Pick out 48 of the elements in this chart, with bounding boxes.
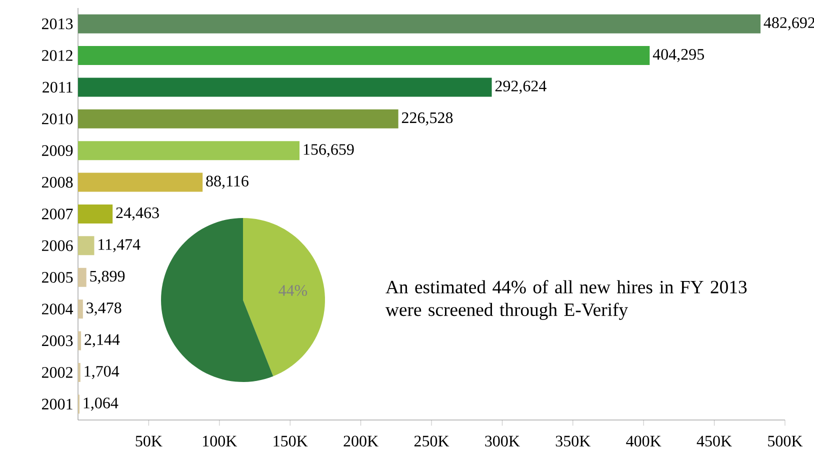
y-tick-label: 2002	[42, 367, 72, 378]
x-tick-label: 300K	[485, 436, 520, 447]
bar	[78, 236, 94, 256]
bar	[78, 14, 761, 34]
y-tick-label: 2005	[42, 272, 73, 283]
bar	[78, 268, 86, 287]
data-label: 11,474	[98, 239, 140, 252]
bar	[78, 300, 83, 319]
y-tick-label: 2003	[42, 335, 73, 346]
x-tick-label: 200K	[344, 436, 378, 447]
data-label: 2,144	[84, 334, 120, 348]
x-tick-label: 350K	[556, 436, 591, 447]
y-tick-label: 2012	[42, 50, 72, 61]
bar	[78, 172, 203, 192]
data-label: 292,624	[495, 80, 546, 94]
y-tick-label: 2009	[42, 145, 73, 156]
data-label: 44%	[278, 285, 308, 296]
annotation: An estimated 44% of all new hires in FY 2013 were screened through E-Verify	[385, 280, 747, 320]
bar	[78, 204, 113, 224]
y-tick-label: 2013	[42, 18, 73, 30]
bar	[78, 331, 82, 350]
data-label: 5,899	[90, 270, 125, 284]
y-tick-label: 2010	[42, 114, 73, 124]
y-tick-label: 2006	[42, 240, 73, 252]
data-label: 404,295	[652, 48, 704, 62]
bar	[78, 109, 398, 128]
y-tick-label: 2008	[42, 176, 73, 188]
y-tick-label: 2004	[42, 304, 74, 314]
data-label: 226,528	[402, 112, 453, 126]
bar	[78, 141, 300, 160]
y-tick-label: 2007	[42, 208, 73, 220]
bar	[78, 46, 650, 66]
bar	[78, 78, 492, 97]
x-tick-label: 500K	[768, 436, 803, 447]
x-tick-label: 400K	[626, 436, 662, 447]
data-label: 88,116	[206, 176, 248, 189]
data-label: 1,704	[84, 366, 120, 380]
y-tick-label: 2011	[42, 82, 72, 93]
y-tick-label: 2001	[42, 398, 72, 410]
data-label: 1,064	[84, 398, 118, 411]
data-label: 156,659	[304, 144, 354, 158]
x-tick-label: 450K	[696, 436, 732, 447]
x-tick-label: 250K	[414, 436, 450, 447]
data-label: 3,478	[86, 302, 122, 316]
x-tick-label: 50K	[136, 436, 162, 447]
data-label: 24,463	[116, 207, 159, 221]
x-tick-label: 100K	[203, 436, 238, 447]
x-tick-label: 150K	[274, 436, 308, 447]
